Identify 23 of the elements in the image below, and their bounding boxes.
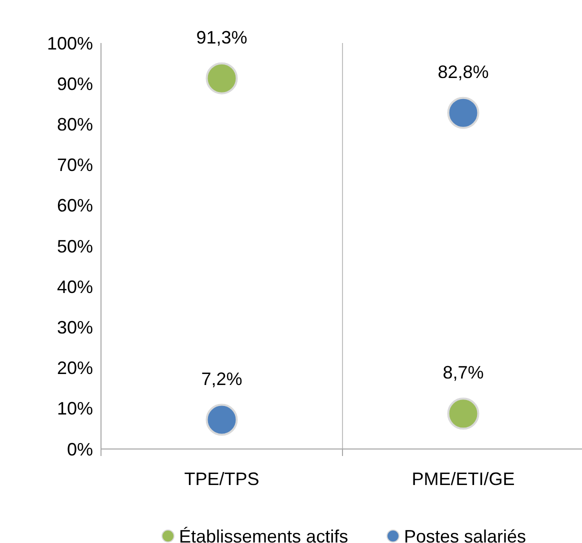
y-tick-label: 50% (56, 236, 93, 256)
point (447, 96, 480, 129)
point (206, 62, 238, 94)
y-tick-label: 100% (46, 33, 93, 54)
y-tick-label: 40% (56, 276, 93, 297)
data-label: 8,7% (442, 362, 484, 383)
point (206, 404, 238, 436)
y-tick-label: 80% (56, 114, 93, 134)
y-tick-label: 70% (56, 155, 93, 176)
x-tick-label: TPE/TPS (184, 469, 260, 489)
y-tick-label: 0% (66, 439, 93, 460)
legend-label: Postes salariés (404, 526, 526, 543)
data-label: 7,2% (201, 368, 242, 389)
legend-label: Établissements actifs (179, 526, 348, 543)
y-tick-label: 90% (56, 74, 93, 94)
y-tick-label: 20% (56, 358, 93, 378)
y-tick-label: 30% (56, 318, 93, 338)
data-label: 91,3% (196, 27, 248, 48)
y-tick-label: 60% (56, 196, 93, 216)
data-label: 82,8% (438, 62, 489, 82)
point (447, 398, 480, 430)
x-tick-label: PME/ETI/GE (412, 469, 515, 489)
y-tick-label: 10% (56, 398, 93, 419)
